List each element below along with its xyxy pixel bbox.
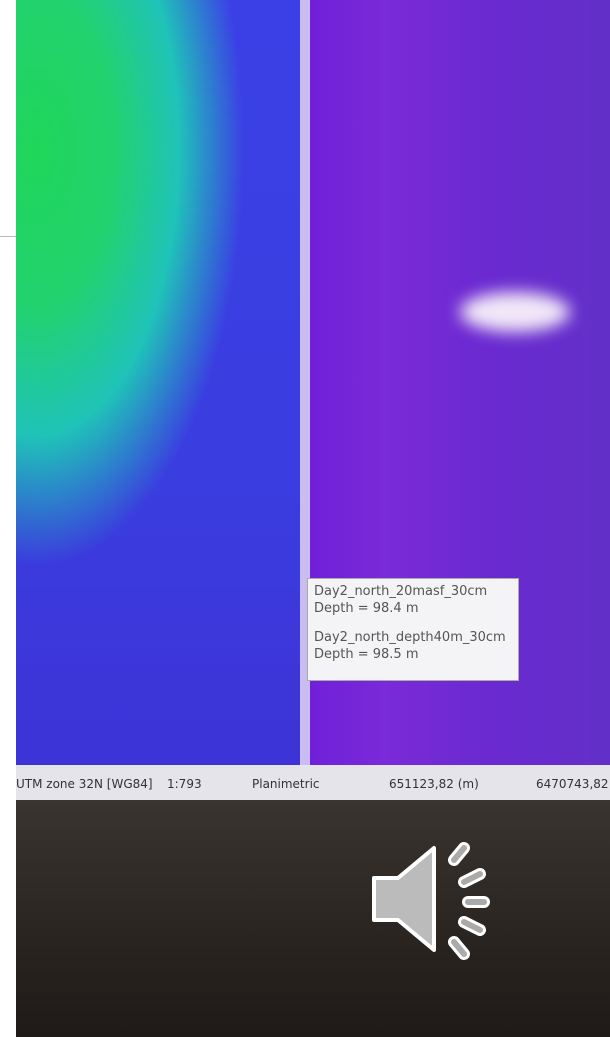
projection: UTM zone 32N [WG84] — [16, 777, 153, 791]
speaker-icon[interactable] — [360, 840, 510, 965]
photo-background — [16, 800, 610, 1037]
tooltip: Day2_north_20masf_30cm Depth = 98.4 m Da… — [307, 578, 519, 681]
tooltip-line: Day2_north_20masf_30cm — [314, 584, 488, 599]
scale: 1:793 — [167, 777, 202, 791]
tooltip-line: Depth = 98.5 m — [314, 647, 419, 662]
mode: Planimetric — [252, 777, 320, 791]
tooltip-line: Day2_north_depth40m_30cm — [314, 630, 506, 645]
split-divider[interactable] — [300, 0, 310, 765]
map-panel-left[interactable] — [16, 0, 301, 765]
tooltip-line: Depth = 98.4 m — [314, 601, 419, 616]
status-bar: UTM zone 32N [WG84] 1:793 Planimetric 65… — [16, 765, 610, 800]
separator — [0, 236, 16, 237]
northing: 6470743,82 — [536, 777, 609, 791]
easting: 651123,82 (m) — [389, 777, 479, 791]
reflection — [460, 292, 570, 332]
